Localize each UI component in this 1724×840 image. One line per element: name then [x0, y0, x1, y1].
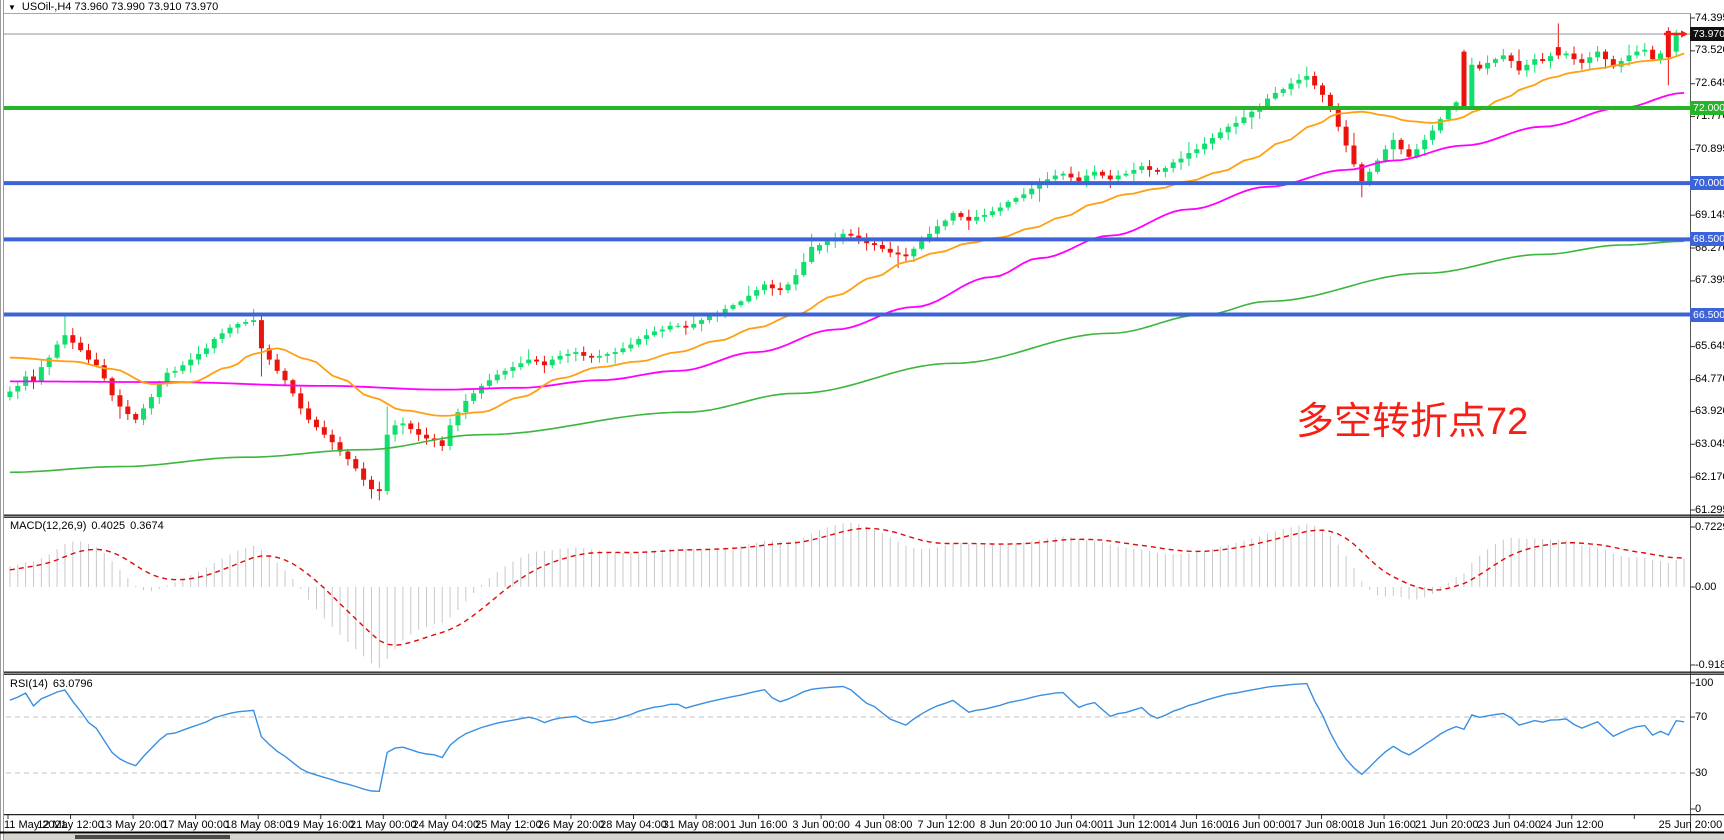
time-axis-label: 23 Jun 04:00 — [1477, 819, 1541, 831]
price-axis-label: 69.145 — [1695, 208, 1724, 221]
price-badge-line-blue: 70.000 — [1690, 176, 1724, 191]
rsi-axis-label: 30 — [1695, 766, 1708, 779]
time-axis-label: 25 May 12:00 — [475, 819, 542, 831]
price-axis-label: 70.895 — [1695, 142, 1724, 155]
rsi-axis-label: 70 — [1695, 710, 1708, 723]
macd-indicator-label: MACD(12,26,9) 0.4025 0.3674 — [10, 520, 169, 532]
rsi-indicator-label: RSI(14) 63.0796 — [10, 678, 98, 690]
price-axis-label: 63.045 — [1695, 437, 1724, 450]
time-axis-label: 24 May 04:00 — [412, 819, 480, 831]
ma-mid-line — [9, 92, 1685, 391]
price-badge-line-blue: 68.500 — [1690, 232, 1724, 247]
ma-fast-line — [9, 52, 1685, 417]
time-axis-label: 19 May 16:00 — [287, 819, 355, 831]
price-axis-label: 64.770 — [1695, 372, 1724, 385]
time-axis-label: 7 Jun 12:00 — [917, 819, 976, 831]
price-axis-label: 63.920 — [1695, 404, 1724, 417]
price-badge-line-green: 72.000 — [1690, 100, 1724, 115]
candles-layer — [7, 23, 1687, 501]
price-badge-line-blue: 66.500 — [1690, 307, 1724, 322]
rsi-label: RSI(14) — [10, 678, 48, 690]
symbol-info: ▼ USOil-,H4 73.960 73.990 73.910 73.970 — [8, 1, 218, 13]
rsi-value: 63.0796 — [52, 678, 93, 690]
macd-value-signal: 0.3674 — [130, 520, 164, 532]
time-axis-label: 21 Jun 20:00 — [1414, 819, 1479, 831]
axis-ticks — [7, 17, 1695, 819]
time-axis-label: 26 May 20:00 — [537, 819, 605, 831]
time-axis-label: 11 May 2021 — [4, 819, 67, 831]
time-axis-label: 24 Jun 12:00 — [1539, 819, 1604, 831]
price-axis-label: 65.645 — [1695, 340, 1724, 353]
time-axis-label: 1 Jun 16:00 — [729, 819, 788, 831]
price-axis-label: 74.395 — [1695, 11, 1724, 24]
price-axis-label: 61.295 — [1695, 503, 1724, 516]
ma-slow-line — [9, 240, 1685, 474]
collapse-triangle-icon[interactable]: ▼ — [8, 2, 16, 12]
macd-value-main: 0.4025 — [91, 520, 126, 532]
macd-axis-label: 0.00 — [1695, 580, 1717, 593]
macd-axis-label: -0.9185 — [1695, 658, 1724, 671]
time-axis-label: 25 Jun 20:00 — [1658, 819, 1723, 831]
chart-annotation-text[interactable]: 多空转折点72 — [1296, 401, 1529, 443]
time-axis-label: 3 Jun 00:00 — [792, 819, 850, 831]
price-axis-label: 62.170 — [1695, 470, 1724, 483]
time-axis-label: 10 Jun 04:00 — [1039, 819, 1104, 831]
time-axis-label: 4 Jun 08:00 — [854, 819, 913, 831]
rsi-axis-label: 100 — [1695, 676, 1714, 689]
macd-signal-line — [9, 527, 1685, 647]
macd-label: MACD(12,26,9) — [10, 520, 87, 532]
time-axis-label: 8 Jun 20:00 — [980, 819, 1038, 831]
rsi-line — [9, 682, 1685, 793]
time-axis-label: 18 Jun 16:00 — [1352, 819, 1416, 831]
time-axis-label: 16 Jun 00:00 — [1227, 819, 1291, 831]
time-axis-label: 17 May 00:00 — [162, 819, 229, 831]
rsi-levels — [6, 716, 1688, 774]
time-axis-label: 28 May 04:00 — [600, 819, 667, 831]
horizontal-scrollbar-thumb[interactable] — [75, 835, 230, 839]
current-price-line — [4, 30, 1690, 38]
time-axis-label: 18 May 08:00 — [224, 819, 292, 831]
time-axis-label: 31 May 08:00 — [662, 819, 730, 831]
time-axis-label: 17 Jun 08:00 — [1289, 819, 1354, 831]
macd-axis-label: 0.7229 — [1695, 520, 1724, 533]
support-resistance-lines — [4, 105, 1690, 317]
price-axis-label: 72.645 — [1695, 77, 1724, 90]
price-axis-label: 67.395 — [1695, 274, 1724, 287]
time-axis-label: 12 May 12:00 — [37, 819, 104, 831]
macd-histogram — [9, 523, 1685, 668]
time-axis-label: 14 Jun 16:00 — [1164, 819, 1229, 831]
time-axis-label: 21 May 00:00 — [349, 819, 417, 831]
price-badge-current: 73.970 — [1690, 26, 1724, 41]
price-axis-label: 73.520 — [1695, 44, 1724, 57]
time-axis-label: 11 Jun 12:00 — [1102, 819, 1166, 831]
rsi-axis-label: 0 — [1695, 802, 1702, 815]
time-axis-label: 13 May 20:00 — [99, 819, 167, 831]
symbol-ohlc-text: USOil-,H4 73.960 73.990 73.910 73.970 — [21, 1, 219, 13]
